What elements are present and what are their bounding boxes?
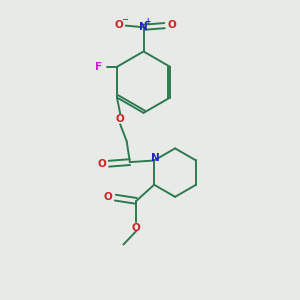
Text: −: − [122,15,129,24]
Text: O: O [114,20,123,30]
Text: F: F [95,62,102,72]
Text: O: O [104,192,112,202]
Text: O: O [132,223,141,233]
Text: O: O [167,20,176,30]
Text: N: N [139,22,148,32]
Text: O: O [116,113,124,124]
Text: O: O [98,159,106,169]
Text: +: + [144,17,150,26]
Text: N: N [151,153,160,163]
